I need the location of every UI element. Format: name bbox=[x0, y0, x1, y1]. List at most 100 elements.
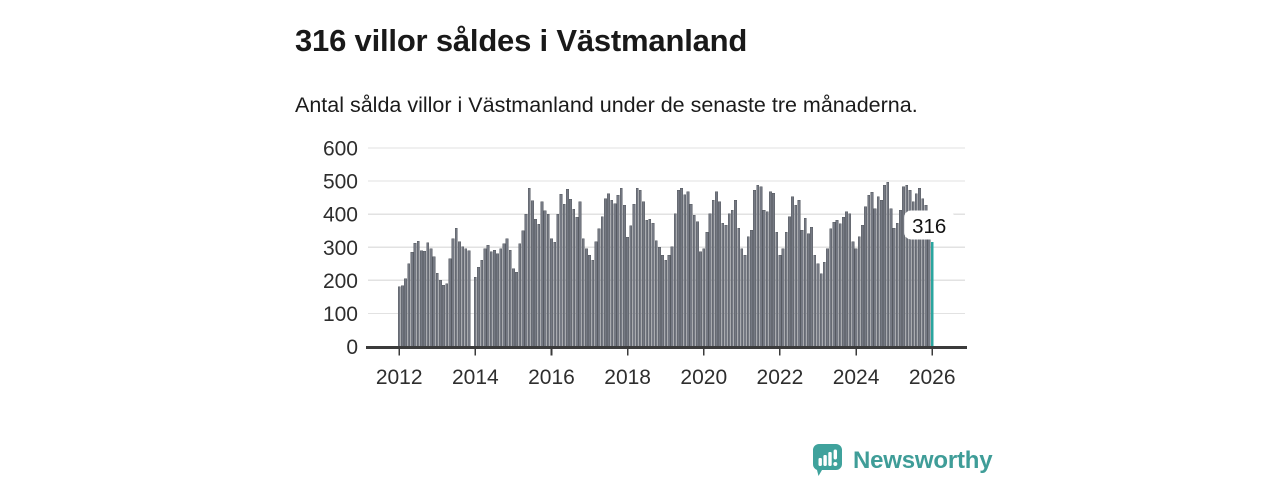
bar bbox=[734, 200, 737, 347]
bar bbox=[480, 259, 484, 347]
brand-logo: Newsworthy bbox=[811, 443, 993, 478]
bar bbox=[886, 181, 890, 347]
bar bbox=[749, 230, 753, 347]
bar bbox=[867, 195, 871, 347]
bar bbox=[740, 248, 744, 347]
bar bbox=[435, 273, 439, 347]
bar bbox=[642, 201, 645, 347]
bar bbox=[562, 203, 566, 347]
svg-text:2020: 2020 bbox=[680, 366, 727, 389]
bar bbox=[803, 218, 807, 347]
svg-text:200: 200 bbox=[323, 270, 358, 293]
bar bbox=[661, 254, 664, 347]
bar bbox=[899, 209, 902, 347]
highlighted-bar bbox=[931, 241, 934, 347]
bar bbox=[499, 248, 503, 347]
bar bbox=[416, 241, 420, 347]
bar bbox=[515, 271, 518, 347]
bar bbox=[553, 242, 557, 347]
bar bbox=[781, 248, 785, 347]
bar bbox=[905, 184, 909, 347]
bar bbox=[429, 248, 433, 347]
bar bbox=[851, 241, 855, 347]
bar bbox=[483, 248, 487, 347]
bar bbox=[626, 237, 630, 347]
bar bbox=[880, 200, 883, 347]
bar bbox=[559, 194, 563, 347]
bar bbox=[575, 217, 579, 347]
bar bbox=[724, 224, 728, 347]
svg-text:2012: 2012 bbox=[376, 366, 423, 389]
chart-subtitle: Antal sålda villor i Västmanland under d… bbox=[295, 92, 918, 117]
bar bbox=[420, 250, 423, 347]
bar bbox=[784, 231, 788, 347]
value-annotation: 316 bbox=[904, 210, 955, 240]
bar bbox=[569, 199, 572, 347]
bar bbox=[895, 223, 899, 347]
bar bbox=[689, 203, 693, 347]
bar bbox=[448, 258, 452, 347]
bar bbox=[708, 213, 712, 347]
bar bbox=[400, 285, 404, 347]
bar bbox=[670, 246, 674, 347]
bar bbox=[800, 230, 804, 347]
bar bbox=[426, 242, 430, 347]
bar bbox=[467, 250, 471, 347]
svg-text:300: 300 bbox=[323, 237, 358, 260]
bar bbox=[788, 216, 791, 347]
svg-text:2024: 2024 bbox=[833, 366, 880, 389]
bar bbox=[600, 216, 604, 347]
bar bbox=[715, 191, 718, 347]
bar bbox=[635, 188, 639, 347]
bar bbox=[854, 248, 858, 347]
bar bbox=[765, 211, 769, 347]
bar bbox=[572, 208, 576, 347]
bar bbox=[613, 203, 617, 347]
bar bbox=[648, 219, 652, 347]
svg-text:400: 400 bbox=[323, 204, 358, 227]
svg-text:2018: 2018 bbox=[604, 366, 651, 389]
x-axis: 2012 2014 2016 2018 2020 2022 2024 2026 bbox=[366, 346, 967, 389]
bar bbox=[813, 254, 817, 347]
bar bbox=[638, 189, 642, 347]
bar bbox=[711, 200, 715, 347]
bar bbox=[597, 228, 601, 347]
bar bbox=[594, 241, 598, 347]
bar bbox=[721, 223, 725, 347]
bar bbox=[404, 278, 407, 347]
bar bbox=[727, 213, 731, 347]
bar bbox=[607, 193, 610, 347]
bar bbox=[705, 231, 709, 347]
bar bbox=[543, 210, 547, 347]
bar bbox=[753, 189, 756, 347]
bar bbox=[445, 283, 449, 347]
chart-area: 0 100 200 300 400 500 600 2012 2014 2016 2018 2020 2… bbox=[300, 138, 990, 392]
svg-text:0: 0 bbox=[346, 336, 358, 359]
bar bbox=[686, 191, 690, 347]
bar bbox=[505, 238, 509, 347]
bar bbox=[797, 200, 801, 347]
bar bbox=[489, 251, 493, 347]
bar bbox=[775, 231, 779, 347]
bar bbox=[657, 247, 661, 347]
bar bbox=[835, 220, 839, 347]
bar bbox=[458, 241, 461, 347]
bar bbox=[629, 225, 633, 347]
bar bbox=[857, 236, 861, 347]
bar-chart-speech-bubble-icon bbox=[812, 444, 842, 476]
bar bbox=[683, 194, 687, 347]
bar bbox=[464, 248, 468, 347]
bar bbox=[702, 248, 706, 347]
bar bbox=[667, 254, 671, 347]
bar bbox=[816, 263, 820, 347]
bar bbox=[651, 223, 655, 347]
bar bbox=[819, 273, 823, 347]
bar bbox=[537, 223, 541, 347]
bar bbox=[645, 219, 649, 347]
bar bbox=[664, 259, 668, 347]
bar bbox=[508, 249, 512, 347]
bar bbox=[743, 254, 747, 347]
bar bbox=[496, 253, 499, 347]
